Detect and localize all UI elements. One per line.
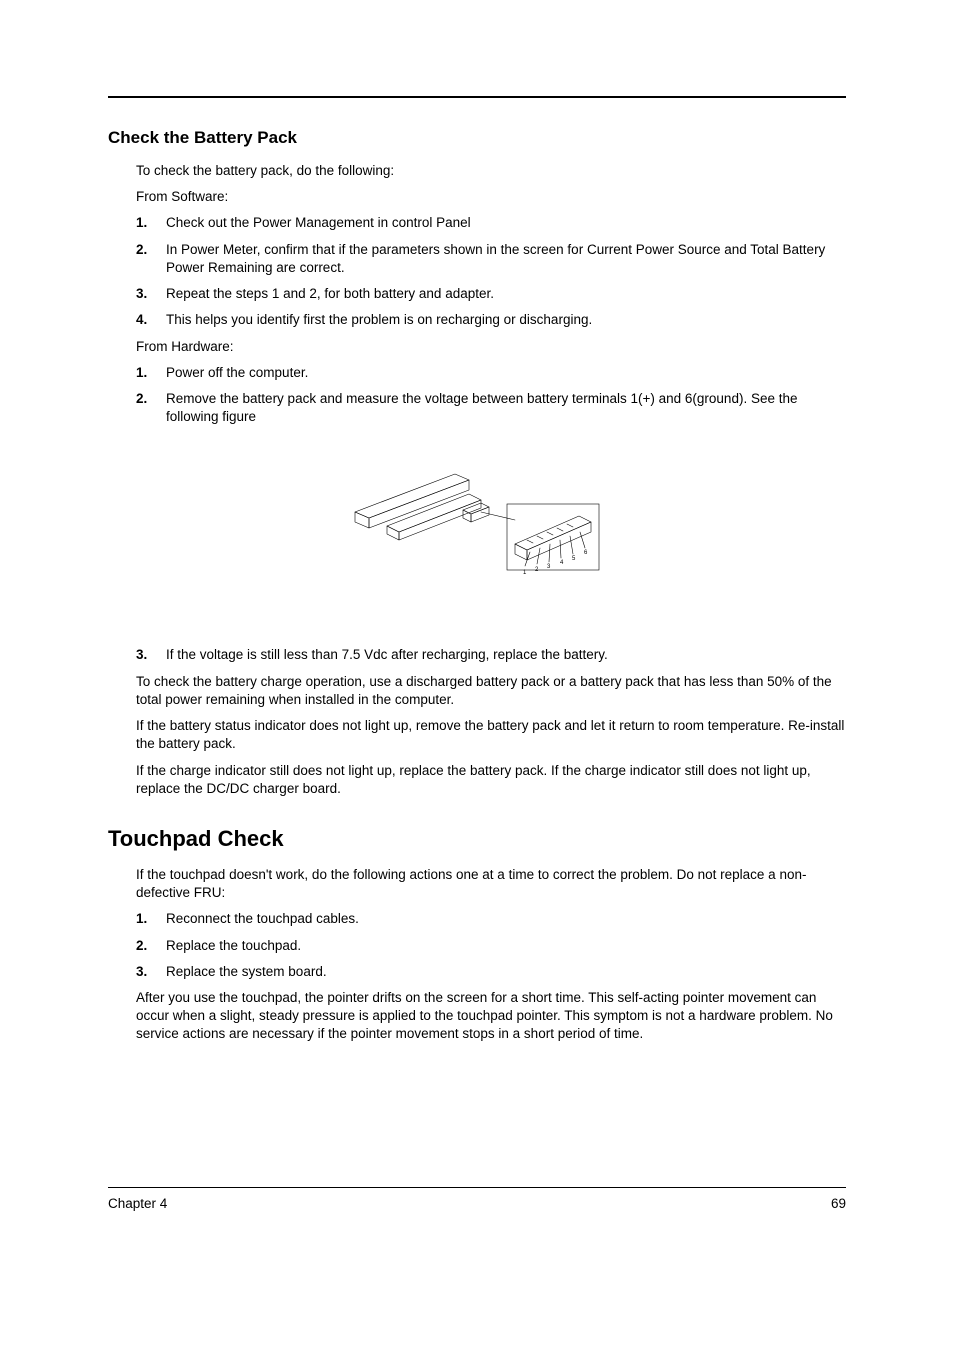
list-item: 2. Remove the battery pack and measure th… [136,390,846,426]
list-item: 1. Power off the computer. [136,364,846,382]
list-item: 2. Replace the touchpad. [136,937,846,955]
footer-page-number: 69 [831,1196,846,1211]
page-footer: Chapter 4 69 [108,1187,846,1211]
battery-figure-inner: 1 2 3 4 5 6 [347,466,607,606]
section1-body: To check the battery pack, do the follow… [136,162,846,206]
footer-row: Chapter 4 69 [108,1196,846,1211]
intro-text: To check the battery pack, do the follow… [136,162,846,180]
touchpad-steps-list: 1. Reconnect the touchpad cables. 2. Repla… [136,910,846,981]
list-number: 2. [136,241,147,259]
list-text: Reconnect the touchpad cables. [166,911,359,926]
body-paragraph: After you use the touchpad, the pointer … [136,989,846,1044]
body-paragraph: If the battery status indicator does not… [136,717,846,753]
page-content: Check the Battery Pack To check the batt… [108,96,846,1211]
terminal-label: 6 [584,550,588,556]
list-text: Replace the touchpad. [166,938,301,953]
list-item: 4. This helps you identify first the prob… [136,311,846,329]
list-text: Repeat the steps 1 and 2, for both batte… [166,286,494,301]
list-text: Remove the battery pack and measure the … [166,391,798,424]
from-software-label: From Software: [136,188,846,206]
list-item: 2. In Power Meter, confirm that if the pa… [136,241,846,277]
body-paragraph: If the charge indicator still does not l… [136,762,846,798]
list-text: Replace the system board. [166,964,327,979]
hardware-steps-list: 1. Power off the computer. 2. Remove the b… [136,364,846,427]
section-title-touchpad: Touchpad Check [108,826,846,852]
list-number: 1. [136,910,147,928]
intro-text: If the touchpad doesn't work, do the fol… [136,866,846,902]
battery-figure: 1 2 3 4 5 6 [108,466,846,606]
list-item: 3. Replace the system board. [136,963,846,981]
list-number: 3. [136,646,147,664]
list-number: 4. [136,311,147,329]
list-number: 1. [136,214,147,232]
from-hardware-label: From Hardware: [136,338,846,356]
software-steps-list: 1. Check out the Power Management in cont… [136,214,846,329]
list-text: If the voltage is still less than 7.5 Vd… [166,647,608,662]
footer-chapter: Chapter 4 [108,1196,167,1211]
list-number: 3. [136,285,147,303]
terminal-label: 5 [572,556,576,562]
body-paragraph: To check the battery charge operation, u… [136,673,846,709]
footer-rule [108,1187,846,1188]
list-text: Power off the computer. [166,365,308,380]
top-rule [108,96,846,98]
post-paragraphs: To check the battery charge operation, u… [136,673,846,798]
list-item: 1. Check out the Power Management in cont… [136,214,846,232]
list-text: This helps you identify first the proble… [166,312,592,327]
hardware-steps-list-cont: 3. If the voltage is still less than 7.5 … [136,646,846,664]
list-text: Check out the Power Management in contro… [166,215,471,230]
list-number: 1. [136,364,147,382]
section-title-battery: Check the Battery Pack [108,128,846,148]
list-text: In Power Meter, confirm that if the para… [166,242,825,275]
battery-diagram-svg: 1 2 3 4 5 6 [347,466,607,606]
list-number: 2. [136,937,147,955]
list-item: 3. Repeat the steps 1 and 2, for both bat… [136,285,846,303]
list-number: 3. [136,963,147,981]
post-touchpad: After you use the touchpad, the pointer … [136,989,846,1044]
list-item: 1. Reconnect the touchpad cables. [136,910,846,928]
terminal-label: 1 [523,570,527,576]
section2-body: If the touchpad doesn't work, do the fol… [136,866,846,902]
terminal-label: 4 [560,560,564,566]
from-hardware-block: From Hardware: [136,338,846,356]
list-item: 3. If the voltage is still less than 7.5 … [136,646,846,664]
list-number: 2. [136,390,147,408]
terminal-label: 3 [547,564,551,570]
